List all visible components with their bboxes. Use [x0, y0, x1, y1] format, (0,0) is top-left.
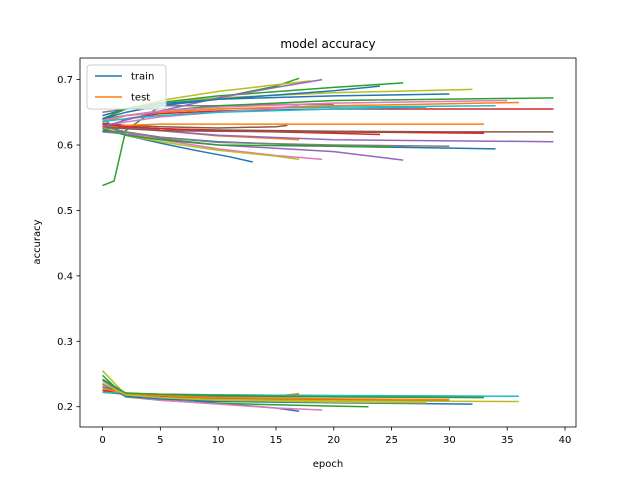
series-line [102, 125, 415, 133]
series-line [102, 127, 392, 148]
series-line [102, 382, 427, 404]
y-tick-label: 0.2 [57, 402, 73, 413]
series-line [102, 378, 485, 399]
series-line [102, 125, 450, 148]
series-line [102, 122, 288, 129]
y-tick-label: 0.7 [57, 75, 73, 86]
y-axis: 0.2 0.3 0.4 0.5 0.6 0.7 [57, 75, 80, 413]
series-line [102, 106, 427, 123]
x-axis-label: epoch [313, 459, 343, 470]
y-tick-label: 0.3 [57, 337, 73, 348]
plot-frame [79, 57, 577, 428]
x-tick-label: 35 [501, 435, 514, 446]
y-axis-label: accuracy [32, 219, 43, 264]
x-tick-label: 20 [327, 435, 340, 446]
y-tick-label: 0.4 [57, 271, 73, 282]
series-line [102, 123, 381, 136]
x-tick-label: 10 [212, 435, 225, 446]
legend-label-train: train [131, 72, 154, 83]
x-tick-label: 0 [99, 435, 105, 446]
legend: train test [86, 64, 167, 110]
x-tick-label: 40 [559, 435, 572, 446]
x-tick-label: 15 [270, 435, 283, 446]
x-axis: 0 5 10 15 20 25 30 35 40 [99, 427, 571, 446]
y-tick-label: 0.6 [57, 141, 73, 152]
series-line [102, 118, 253, 163]
series-line [102, 99, 508, 121]
x-tick-label: 25 [385, 435, 398, 446]
series-line [102, 82, 404, 120]
series-layer [101, 77, 554, 413]
x-tick-label: 5 [157, 435, 163, 446]
series-line [102, 78, 323, 128]
x-tick-label: 30 [443, 435, 456, 446]
chart-title: model accuracy [280, 37, 375, 51]
legend-label-test: test [131, 93, 150, 104]
y-tick-label: 0.5 [57, 206, 73, 217]
series-line [102, 85, 381, 120]
